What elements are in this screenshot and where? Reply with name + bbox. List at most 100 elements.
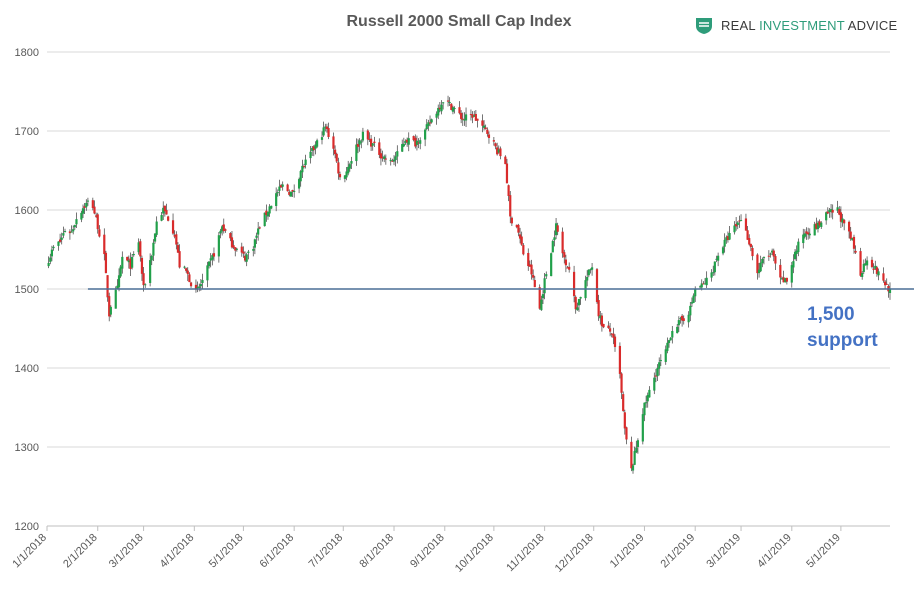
candle-body-up bbox=[160, 215, 163, 221]
candle-body-up bbox=[345, 171, 348, 178]
candle-body-down bbox=[379, 153, 383, 159]
candle-body-up bbox=[690, 302, 694, 304]
candle-body-up bbox=[383, 156, 386, 159]
candle-body-down bbox=[234, 247, 237, 251]
candle-body-down bbox=[574, 296, 577, 310]
candle-body-up bbox=[343, 175, 347, 179]
candle-body-up bbox=[207, 261, 211, 267]
shield-logo-icon bbox=[696, 18, 712, 34]
candle-body-down bbox=[556, 225, 559, 232]
candle-body-up bbox=[816, 222, 820, 230]
candle-body-up bbox=[692, 295, 695, 303]
candle-body-down bbox=[859, 251, 862, 276]
candle-body-down bbox=[458, 107, 461, 114]
candle-body-up bbox=[183, 266, 186, 268]
candle-body-down bbox=[412, 136, 415, 141]
candle-body-down bbox=[618, 345, 622, 374]
candle-body-down bbox=[843, 219, 846, 224]
candle-body-up bbox=[401, 144, 404, 152]
candle-body-up bbox=[551, 240, 554, 253]
candle-body-up bbox=[297, 179, 301, 189]
candle-body-down bbox=[563, 252, 566, 258]
x-tick-label-8: 9/1/2018 bbox=[408, 532, 447, 571]
candle-body-down bbox=[735, 224, 738, 227]
candle-body-down bbox=[291, 190, 294, 192]
candle-body-down bbox=[417, 142, 420, 144]
candle-body-up bbox=[645, 402, 648, 404]
candle-body-up bbox=[658, 362, 661, 369]
candle-body-up bbox=[543, 278, 546, 294]
candle-body-up bbox=[589, 269, 592, 271]
candle-body-up bbox=[73, 225, 76, 228]
x-tick-label-0: 1/1/2018 bbox=[10, 532, 49, 571]
y-tick-label-1800: 1800 bbox=[15, 47, 39, 59]
candle-body-down bbox=[373, 141, 376, 144]
candle-body-down bbox=[98, 229, 101, 237]
candle-body-up bbox=[396, 151, 399, 157]
candle-body-down bbox=[607, 325, 610, 329]
candle-body-up bbox=[820, 222, 823, 227]
candle-body-down bbox=[510, 217, 513, 224]
candle-body-up bbox=[643, 402, 646, 416]
candle-body-down bbox=[602, 323, 605, 328]
candle-body-up bbox=[541, 294, 545, 299]
candle-body-down bbox=[496, 147, 499, 155]
candle-body-up bbox=[320, 137, 324, 140]
candle-body-down bbox=[68, 231, 72, 234]
candle-body-down bbox=[242, 251, 245, 254]
candle-body-down bbox=[222, 224, 225, 232]
x-tick-label-14: 3/1/2019 bbox=[704, 532, 743, 571]
candle-body-down bbox=[870, 259, 874, 268]
support-annotation-value: 1,500 bbox=[807, 304, 855, 325]
candle-body-up bbox=[49, 257, 52, 262]
candle-body-up bbox=[276, 192, 279, 194]
candle-body-up bbox=[72, 229, 75, 232]
candle-body-up bbox=[152, 242, 155, 256]
candle-body-up bbox=[733, 225, 736, 233]
candle-body-down bbox=[356, 143, 360, 147]
candle-body-up bbox=[50, 249, 54, 257]
candle-body-up bbox=[150, 255, 153, 261]
candle-body-up bbox=[802, 234, 805, 244]
candle-body-up bbox=[797, 241, 800, 253]
candle-body-down bbox=[312, 146, 315, 151]
candle-body-down bbox=[93, 206, 96, 214]
candle-body-down bbox=[530, 264, 533, 275]
candle-body-up bbox=[322, 127, 325, 136]
candle-body-down bbox=[515, 224, 518, 228]
candle-body-down bbox=[509, 195, 512, 217]
candle-body-up bbox=[437, 107, 440, 116]
candle-body-up bbox=[453, 108, 456, 110]
candle-body-down bbox=[610, 333, 613, 335]
candle-body-down bbox=[258, 227, 261, 229]
candle-body-up bbox=[144, 284, 147, 286]
candle-body-down bbox=[171, 220, 175, 234]
candle-body-up bbox=[301, 165, 304, 173]
candle-body-down bbox=[682, 318, 685, 321]
candle-body-down bbox=[533, 279, 536, 288]
x-tick-label-11: 12/1/2018 bbox=[553, 532, 596, 575]
candle-body-up bbox=[808, 233, 811, 236]
candle-body-up bbox=[836, 207, 839, 211]
candle-body-down bbox=[302, 166, 306, 168]
candle-body-up bbox=[641, 414, 644, 442]
candle-body-up bbox=[636, 440, 640, 447]
candle-body-up bbox=[196, 287, 199, 289]
candle-body-down bbox=[572, 271, 576, 297]
candle-body-up bbox=[790, 265, 793, 283]
candle-body-up bbox=[371, 143, 374, 146]
candle-body-up bbox=[121, 256, 124, 269]
candle-body-up bbox=[311, 148, 314, 151]
candle-body-down bbox=[613, 336, 617, 348]
candle-body-down bbox=[108, 296, 111, 317]
candle-body-up bbox=[728, 233, 731, 240]
candle-body-up bbox=[769, 253, 772, 255]
candle-body-up bbox=[289, 191, 292, 197]
candle-body-down bbox=[224, 229, 227, 231]
candle-body-up bbox=[80, 212, 83, 220]
candle-body-up bbox=[255, 235, 258, 238]
candle-body-up bbox=[659, 360, 662, 362]
candle-body-down bbox=[625, 427, 628, 440]
y-tick-label-1500: 1500 bbox=[15, 284, 39, 296]
candle-body-down bbox=[882, 273, 885, 281]
